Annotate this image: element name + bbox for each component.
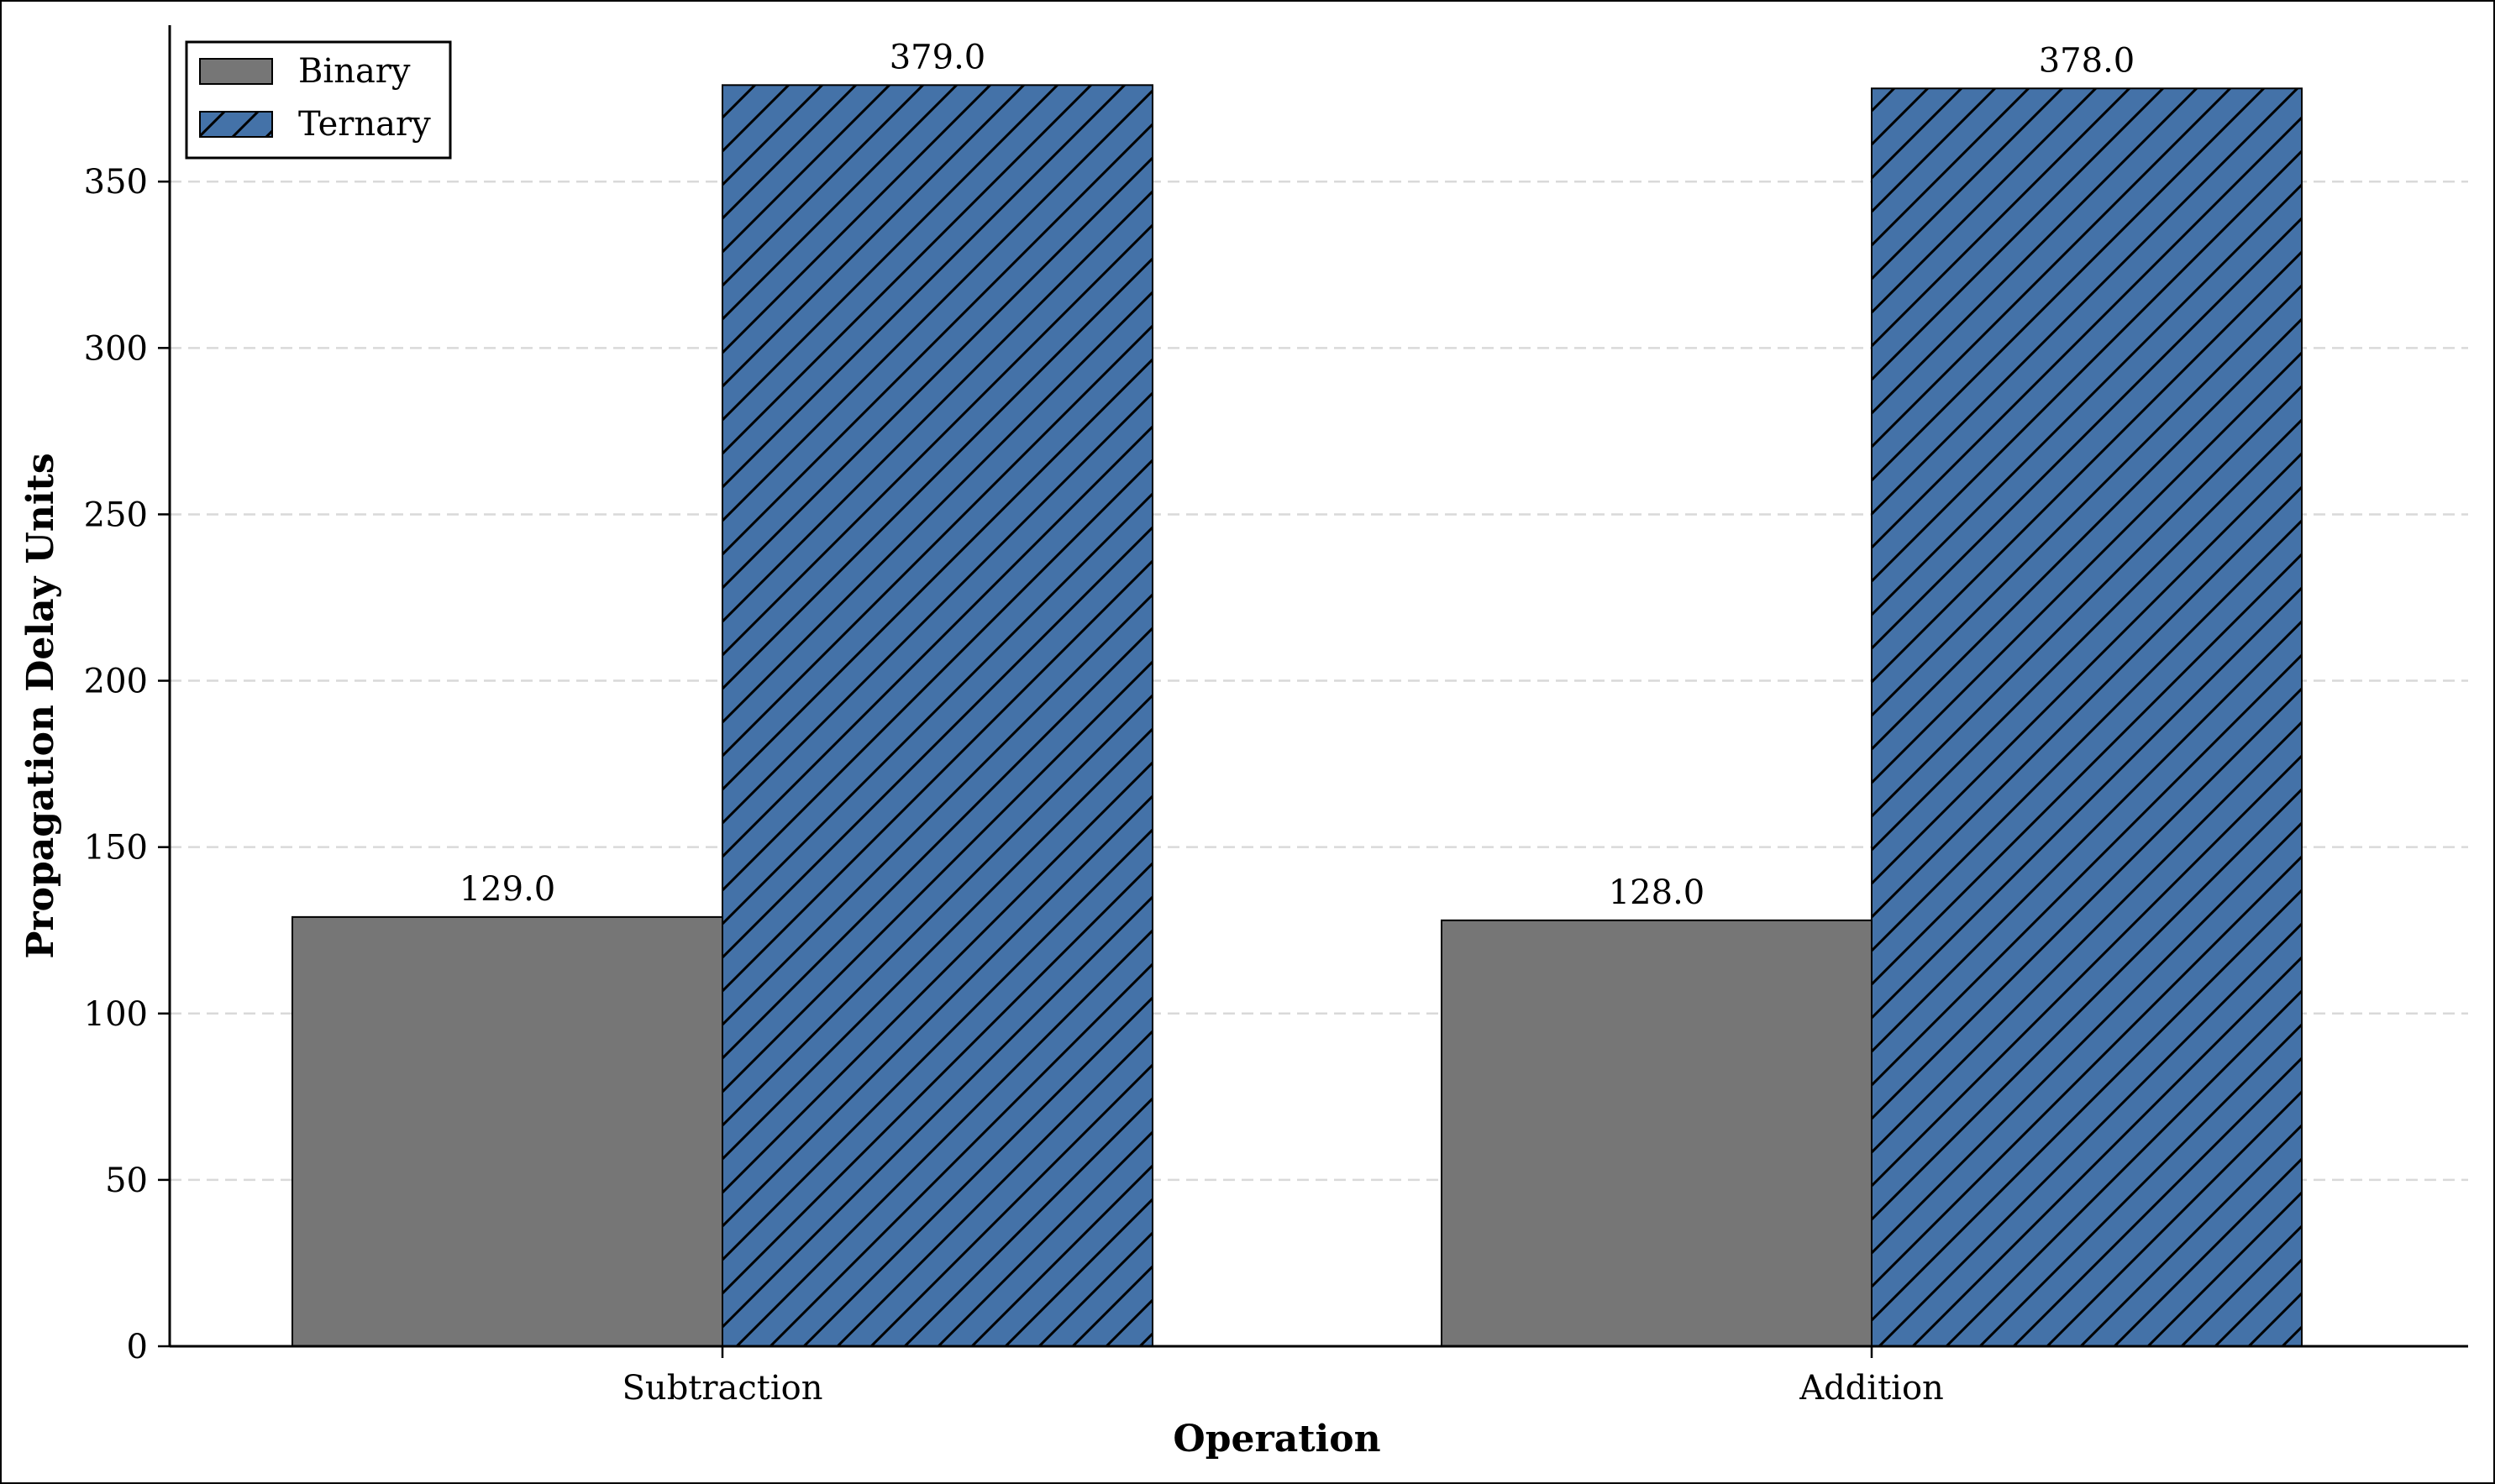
y-tick-label: 0 bbox=[127, 1328, 148, 1366]
y-tick-label: 150 bbox=[84, 829, 148, 868]
x-tick-label: Addition bbox=[1799, 1369, 1944, 1408]
legend-swatch-binary bbox=[199, 58, 273, 85]
bars bbox=[292, 84, 2303, 1348]
y-tick-label: 200 bbox=[84, 663, 148, 701]
y-tick-label: 100 bbox=[84, 995, 148, 1034]
bar-binary-addition bbox=[1441, 919, 1873, 1348]
data-label: 128.0 bbox=[1609, 873, 1705, 912]
y-tick-label: 350 bbox=[84, 163, 148, 202]
axes: 0 50 100 150 200 250 300 350 Subtraction Addition bbox=[84, 25, 2468, 1408]
y-tick-label: 250 bbox=[84, 496, 148, 534]
legend-label-ternary: Ternary bbox=[298, 105, 431, 144]
data-label: 378.0 bbox=[2039, 41, 2135, 80]
bar-ternary-subtraction bbox=[722, 84, 1153, 1347]
data-labels: 129.0 379.0 128.0 378.0 bbox=[460, 38, 2135, 912]
x-tick-label: Subtraction bbox=[622, 1369, 823, 1408]
legend-swatch-ternary bbox=[199, 111, 273, 138]
bar-ternary-addition bbox=[1871, 87, 2303, 1348]
y-tick-label: 300 bbox=[84, 329, 148, 368]
bar-binary-subtraction bbox=[292, 915, 723, 1347]
y-tick-label: 50 bbox=[105, 1162, 148, 1200]
data-label: 379.0 bbox=[890, 38, 986, 76]
data-label: 129.0 bbox=[460, 870, 556, 909]
legend-label-binary: Binary bbox=[298, 52, 411, 91]
x-axis-label: Operation bbox=[1173, 1418, 1380, 1460]
legend: Binary Ternary bbox=[185, 40, 452, 160]
y-axis-label: Propagation Delay Units bbox=[19, 453, 62, 958]
